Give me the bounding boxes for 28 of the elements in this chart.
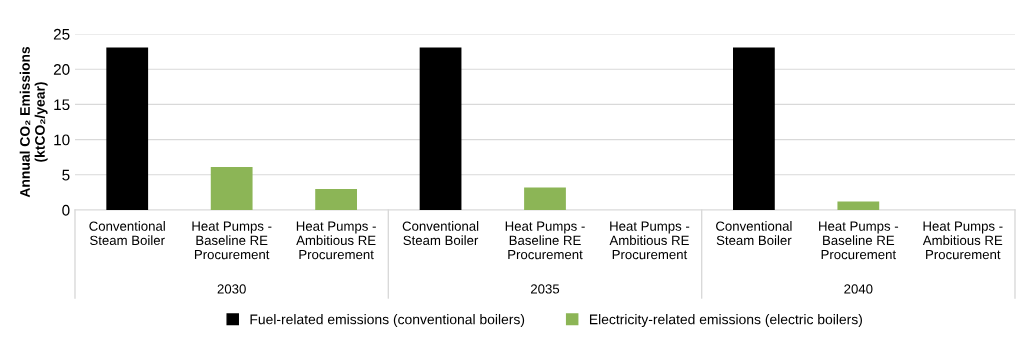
x-tick-label: Heat Pumps - Ambitious RE Procurement bbox=[296, 221, 376, 260]
y-tick-label: 10 bbox=[54, 134, 70, 146]
y-tick-label: 15 bbox=[54, 99, 70, 111]
x-tick-label: Heat Pumps - Ambitious RE Procurement bbox=[922, 221, 1003, 260]
x-tick-label: Heat Pumps - Baseline RE Procurement bbox=[505, 221, 585, 260]
y-tick-label: 0 bbox=[62, 204, 70, 216]
bar bbox=[315, 188, 357, 210]
bar bbox=[524, 187, 566, 210]
y-tick-label: 25 bbox=[53, 28, 70, 40]
bar bbox=[733, 47, 775, 210]
x-tick-label: Conventional Steam Boiler bbox=[89, 221, 165, 246]
x-tick-label: Heat Pumps - Ambitious RE Procurement bbox=[609, 221, 690, 260]
x-tick-label: Conventional Steam Boiler bbox=[402, 221, 479, 246]
text: 2030 bbox=[217, 284, 246, 294]
x-tick-label: Heat Pumps - Baseline RE Procurement bbox=[192, 221, 272, 260]
bar bbox=[837, 201, 880, 210]
x-tick-label: Heat Pumps - Baseline RE Procurement bbox=[819, 221, 899, 260]
bar bbox=[419, 47, 462, 210]
bar bbox=[210, 167, 253, 210]
legend-label: Electricity-related emissions (electric boilers) bbox=[589, 314, 862, 328]
y-tick-label: 20 bbox=[53, 64, 70, 75]
x-tick-label: Conventional Steam Boiler bbox=[716, 221, 792, 246]
bar bbox=[106, 47, 149, 210]
y-tick-label: 5 bbox=[62, 169, 70, 181]
legend-label: Fuel-related emissions (conventional boilers) bbox=[250, 314, 525, 328]
text: 2040 bbox=[844, 284, 873, 294]
text: 2035 bbox=[530, 284, 560, 294]
y-axis-title: Annual CO₂ Emissions (ktCO₂/year) bbox=[19, 46, 48, 198]
